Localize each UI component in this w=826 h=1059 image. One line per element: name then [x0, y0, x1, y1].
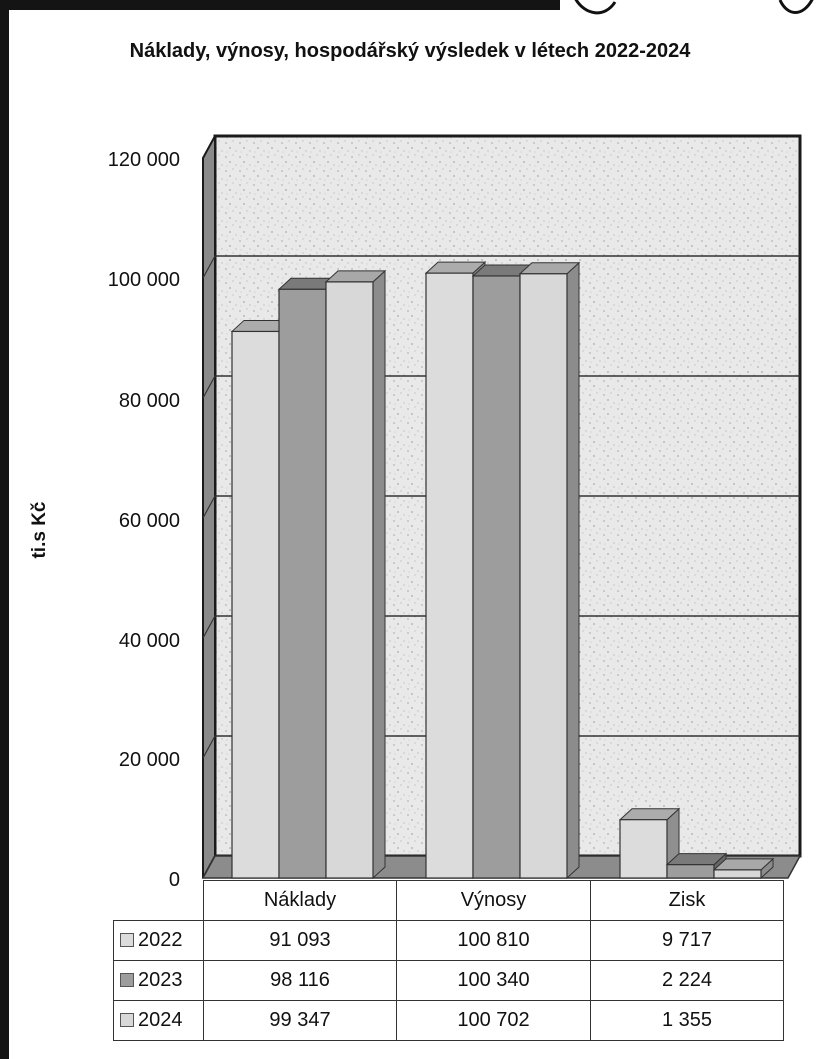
category-label: Náklady	[203, 880, 397, 921]
table-row: 2024 99 347 100 702 1 355	[113, 1000, 784, 1041]
y-tick-label: 100 000	[107, 269, 180, 291]
gridline-side	[202, 495, 216, 519]
y-tick-label: 120 000	[107, 149, 180, 171]
frame-top-border	[0, 0, 560, 10]
chart-title: Náklady, výnosy, hospodářský výsledek v …	[129, 40, 691, 62]
data-label: 2 224	[590, 960, 784, 1001]
legend-swatch	[120, 1013, 134, 1027]
gridline-side	[202, 615, 216, 639]
y-tick-label: 80 000	[118, 390, 180, 412]
bar-front	[472, 275, 521, 879]
y-tick-label: 60 000	[118, 510, 180, 532]
bar-front	[619, 819, 668, 879]
bar-front	[666, 864, 715, 879]
data-label: 100 810	[396, 920, 591, 961]
table-header-row: Náklady Výnosy Zisk	[114, 880, 784, 921]
frame-left-border	[0, 0, 9, 1059]
bar-front	[231, 330, 280, 879]
legend-swatch	[120, 933, 134, 947]
category-label: Zisk	[590, 880, 784, 921]
series-label: 2022	[113, 920, 204, 961]
data-table: Náklady Výnosy Zisk 2022 91 093 100 810 …	[113, 880, 784, 1041]
bar-front	[713, 869, 762, 879]
data-label: 99 347	[203, 1000, 397, 1041]
bar-side	[372, 269, 386, 880]
gridline-side	[202, 735, 216, 759]
bar-front	[519, 273, 568, 879]
series-label: 2024	[113, 1000, 204, 1041]
gridline-side	[202, 255, 216, 279]
bar-side	[566, 261, 580, 880]
bar	[712, 857, 775, 880]
data-label: 91 093	[203, 920, 397, 961]
bar	[518, 261, 581, 880]
y-tick-label: 0	[168, 869, 180, 891]
table-row: 2022 91 093 100 810 9 717	[113, 920, 784, 961]
table-row: 2023 98 116 100 340 2 224	[113, 960, 784, 1001]
bar-front	[278, 288, 327, 879]
y-tick-label: 20 000	[118, 749, 180, 771]
bar	[324, 269, 387, 880]
bar-front	[325, 281, 374, 879]
y-tick-label: 40 000	[118, 630, 180, 652]
category-label: Výnosy	[396, 880, 591, 921]
data-label: 100 702	[396, 1000, 591, 1041]
data-label: 100 340	[396, 960, 591, 1001]
series-label: 2023	[113, 960, 204, 1001]
data-label: 1 355	[590, 1000, 784, 1041]
data-label: 9 717	[590, 920, 784, 961]
handwriting-scribble	[574, 0, 814, 15]
data-label: 98 116	[203, 960, 397, 1001]
legend-swatch	[120, 973, 134, 987]
bar-front	[425, 272, 474, 879]
gridline-side	[202, 375, 216, 399]
